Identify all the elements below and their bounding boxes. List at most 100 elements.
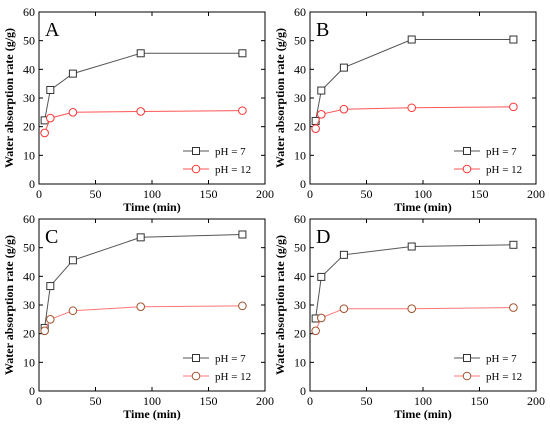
- data-point-circle: [136, 302, 145, 312]
- plot-frame: [309, 11, 537, 185]
- x-axis-label: Time (min): [394, 407, 451, 421]
- panel-label: D: [316, 226, 330, 248]
- data-point-circle: [136, 107, 145, 116]
- y-tick-label: 20: [23, 120, 35, 134]
- y-tick-label: 40: [23, 269, 35, 283]
- legend-label: pH = 7: [486, 146, 517, 158]
- data-point-circle: [40, 326, 49, 336]
- x-tick-label: 150: [200, 187, 218, 201]
- data-point-square: [68, 69, 77, 78]
- y-tick-label: 60: [23, 5, 35, 19]
- y-tick-label: 50: [23, 34, 35, 48]
- x-tick-label: 50: [90, 394, 102, 408]
- legend-marker-square: [463, 147, 471, 155]
- y-tick-label: 60: [294, 5, 306, 19]
- y-tick-label: 50: [23, 241, 35, 255]
- data-point-circle: [238, 106, 247, 115]
- data-point-square: [46, 85, 55, 94]
- x-tick-label: 150: [471, 394, 489, 408]
- x-axis-label: Time (min): [394, 200, 451, 214]
- y-tick-label: 30: [23, 91, 35, 105]
- data-point-circle: [238, 301, 247, 311]
- y-axis-label: Water absorption rate (g/g): [2, 28, 16, 168]
- x-tick-label: 50: [361, 187, 373, 201]
- legend-label: pH = 12: [486, 164, 522, 176]
- data-point-circle: [407, 304, 417, 314]
- y-tick-label: 60: [294, 212, 306, 226]
- x-tick-label: 0: [307, 187, 313, 201]
- x-tick-label: 200: [256, 394, 274, 408]
- y-tick-label: 40: [294, 62, 306, 76]
- x-tick-label: 100: [414, 394, 432, 408]
- legend-marker-circle: [462, 164, 472, 174]
- y-axis-label: Water absorption rate (g/g): [2, 235, 16, 375]
- legend-label: pH = 7: [215, 353, 246, 365]
- y-tick-label: 0: [300, 384, 306, 398]
- y-tick-label: 0: [300, 177, 306, 191]
- y-tick-label: 10: [23, 355, 35, 369]
- legend-marker-circle: [191, 371, 201, 381]
- x-tick-label: 200: [256, 187, 274, 201]
- data-point-square: [317, 86, 326, 95]
- data-point-square: [317, 272, 326, 281]
- data-point-circle: [40, 128, 49, 138]
- data-point-square: [238, 230, 247, 239]
- data-point-circle: [311, 326, 320, 336]
- data-point-square: [68, 256, 77, 265]
- chart-panel-a: 0 50 100 150 200 0 10 20 30 40 50 60 Time (min) Water…: [2, 5, 274, 214]
- x-tick-label: 100: [143, 187, 161, 201]
- plot-frame: [38, 218, 266, 392]
- data-point-square: [339, 250, 348, 259]
- data-point-circle: [317, 313, 326, 323]
- data-point-square: [509, 240, 518, 249]
- data-point-circle: [509, 303, 518, 312]
- x-tick-label: 100: [414, 187, 432, 201]
- data-point-square: [407, 242, 416, 251]
- data-point-circle: [68, 108, 78, 117]
- x-tick-label: 0: [36, 187, 42, 201]
- y-tick-label: 20: [23, 327, 35, 341]
- data-point-circle: [339, 104, 349, 114]
- legend-marker-square: [463, 354, 471, 362]
- legend-label: pH = 12: [215, 371, 251, 383]
- x-tick-label: 200: [527, 394, 545, 408]
- x-axis-label: Time (min): [123, 407, 180, 421]
- legend-marker-square: [192, 354, 200, 362]
- plot-frame: [38, 11, 266, 185]
- y-tick-label: 0: [29, 177, 35, 191]
- data-point-square: [136, 49, 145, 58]
- legend-label: pH = 12: [215, 164, 251, 176]
- data-point-circle: [339, 304, 349, 314]
- data-point-circle: [407, 103, 417, 113]
- data-point-square: [509, 35, 518, 44]
- legend-label: pH = 7: [215, 146, 246, 158]
- x-tick-label: 0: [307, 394, 313, 408]
- legend-label: pH = 7: [486, 353, 517, 365]
- chart-panel-c: 0 50 100 150 200 0 10 20 30 40 50 60 Time (min) Water…: [2, 212, 274, 421]
- x-axis-label: Time (min): [123, 200, 180, 214]
- x-tick-label: 150: [200, 394, 218, 408]
- y-tick-label: 40: [294, 269, 306, 283]
- panel-label: C: [45, 226, 58, 248]
- y-tick-label: 20: [294, 327, 306, 341]
- x-tick-label: 50: [90, 187, 102, 201]
- data-point-circle: [311, 124, 320, 133]
- panel-label: B: [316, 19, 329, 41]
- x-tick-label: 50: [361, 394, 373, 408]
- y-tick-label: 20: [294, 120, 306, 134]
- y-tick-label: 10: [23, 148, 35, 162]
- y-tick-label: 50: [294, 34, 306, 48]
- data-point-circle: [317, 110, 326, 119]
- data-point-circle: [509, 102, 518, 112]
- legend-marker-square: [192, 147, 200, 155]
- chart-panel-d: 0 50 100 150 200 0 10 20 30 40 50 60 Time (min) Water…: [273, 212, 545, 421]
- panel-label: A: [45, 19, 60, 41]
- legend-marker-circle: [191, 164, 201, 174]
- data-point-square: [136, 233, 145, 242]
- chart-panel-b: 0 50 100 150 200 0 10 20 30 40 50 60 Time (min) Water…: [273, 5, 545, 214]
- x-tick-label: 100: [143, 394, 161, 408]
- y-axis-label: Water absorption rate (g/g): [273, 28, 287, 168]
- data-point-circle: [68, 306, 78, 316]
- y-tick-label: 30: [294, 91, 306, 105]
